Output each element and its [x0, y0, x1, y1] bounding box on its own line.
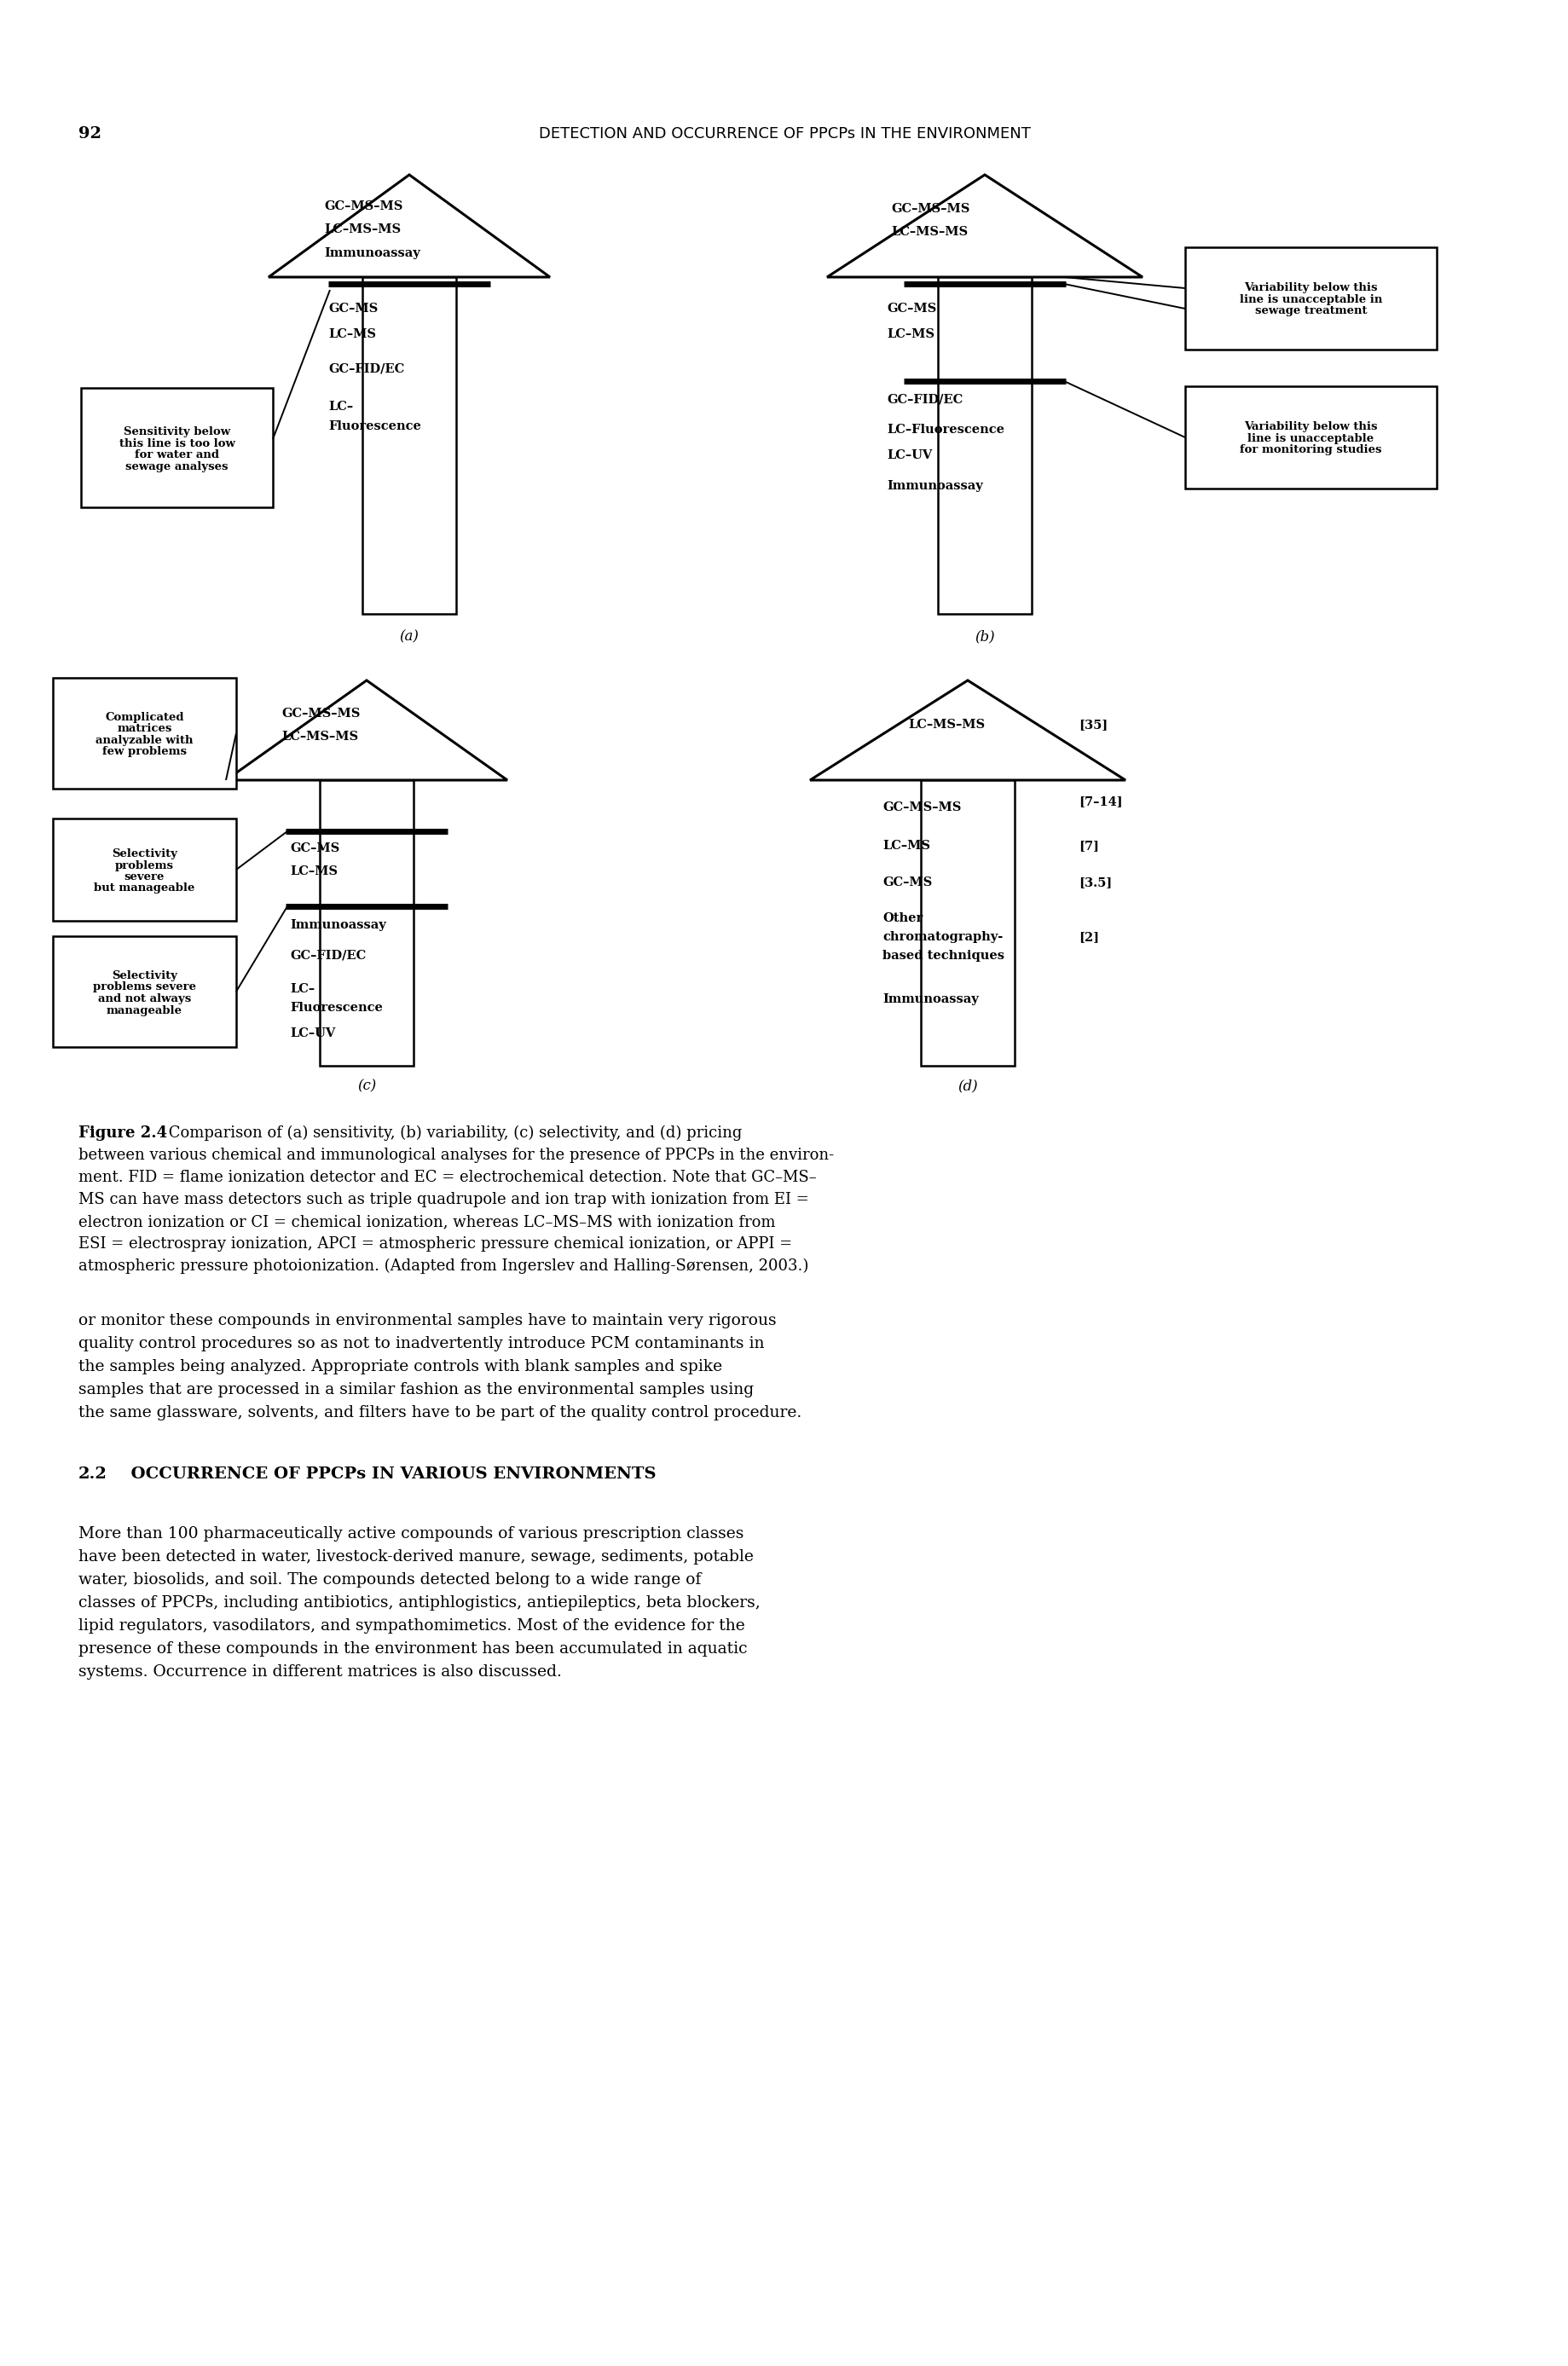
Bar: [920, 781, 1014, 1065]
Text: quality control procedures so as not to inadvertently introduce PCM contaminants: quality control procedures so as not to …: [78, 1337, 764, 1351]
Text: DETECTION AND OCCURRENCE OF PPCPs IN THE ENVIRONMENT: DETECTION AND OCCURRENCE OF PPCPs IN THE…: [538, 125, 1030, 142]
Bar: [320, 781, 414, 1065]
Text: have been detected in water, livestock-derived manure, sewage, sediments, potabl: have been detected in water, livestock-d…: [78, 1550, 754, 1564]
Text: GC–MS–MS: GC–MS–MS: [325, 201, 403, 213]
Text: sewage treatment: sewage treatment: [1254, 305, 1367, 317]
Text: MS can have mass detectors such as triple quadrupole and ion trap with ionizatio: MS can have mass detectors such as tripl…: [78, 1192, 809, 1207]
Text: [2]: [2]: [1079, 932, 1099, 944]
Text: GC–MS–MS: GC–MS–MS: [891, 203, 969, 215]
Text: severe: severe: [124, 871, 165, 883]
Text: manageable: manageable: [107, 1006, 182, 1015]
Text: [7]: [7]: [1079, 840, 1099, 852]
Text: LC–MS–MS: LC–MS–MS: [281, 731, 358, 743]
Text: Variability below this: Variability below this: [1245, 421, 1378, 433]
Text: (d): (d): [958, 1079, 978, 1093]
Text: [7–14]: [7–14]: [1079, 795, 1123, 807]
Text: 92: 92: [78, 125, 102, 142]
Text: (b): (b): [975, 629, 994, 644]
Text: or monitor these compounds in environmental samples have to maintain very rigoro: or monitor these compounds in environmen…: [78, 1313, 776, 1327]
Text: problems: problems: [114, 859, 174, 871]
Text: GC–MS: GC–MS: [887, 303, 936, 315]
Text: Fluorescence: Fluorescence: [290, 1001, 383, 1013]
Bar: [53, 819, 237, 920]
Text: Sensitivity below: Sensitivity below: [124, 426, 230, 438]
Text: LC–UV: LC–UV: [290, 1027, 336, 1039]
Bar: [1185, 248, 1436, 350]
Text: LC–: LC–: [328, 400, 353, 412]
Text: Immunoassay: Immunoassay: [325, 248, 420, 260]
Bar: [362, 277, 456, 613]
Text: Selectivity: Selectivity: [111, 849, 177, 859]
Text: Immunoassay: Immunoassay: [887, 480, 983, 492]
Text: for water and: for water and: [135, 450, 220, 461]
Text: LC–Fluorescence: LC–Fluorescence: [887, 424, 1005, 435]
Text: this line is too low: this line is too low: [119, 438, 235, 450]
Text: analyzable with: analyzable with: [96, 736, 193, 745]
Text: (a): (a): [400, 629, 419, 644]
Bar: [1185, 386, 1436, 487]
Text: ESI = electrospray ionization, APCI = atmospheric pressure chemical ionization, : ESI = electrospray ionization, APCI = at…: [78, 1237, 792, 1252]
Text: Comparison of (a) sensitivity, (b) variability, (c) selectivity, and (d) pricing: Comparison of (a) sensitivity, (b) varia…: [163, 1126, 742, 1140]
Text: GC–MS: GC–MS: [883, 875, 931, 887]
Text: classes of PPCPs, including antibiotics, antiphlogistics, antiepileptics, beta b: classes of PPCPs, including antibiotics,…: [78, 1595, 760, 1611]
Text: based techniques: based techniques: [883, 949, 1005, 961]
Text: LC–MS–MS: LC–MS–MS: [325, 222, 401, 234]
Text: matrices: matrices: [118, 724, 172, 733]
Text: LC–MS: LC–MS: [328, 329, 376, 341]
Text: Immunoassay: Immunoassay: [290, 918, 386, 932]
Text: More than 100 pharmaceutically active compounds of various prescription classes: More than 100 pharmaceutically active co…: [78, 1526, 743, 1543]
Text: GC–FID/EC: GC–FID/EC: [887, 393, 963, 407]
Text: Complicated: Complicated: [105, 712, 183, 724]
Text: Variability below this: Variability below this: [1245, 282, 1378, 293]
Text: sewage analyses: sewage analyses: [125, 461, 229, 471]
Text: presence of these compounds in the environment has been accumulated in aquatic: presence of these compounds in the envir…: [78, 1642, 748, 1656]
Text: chromatography-: chromatography-: [883, 932, 1004, 944]
Text: atmospheric pressure photoionization. (Adapted from Ingerslev and Halling-Sørens: atmospheric pressure photoionization. (A…: [78, 1259, 809, 1273]
Text: OCCURRENCE OF PPCPs IN VARIOUS ENVIRONMENTS: OCCURRENCE OF PPCPs IN VARIOUS ENVIRONME…: [119, 1467, 655, 1481]
Text: Immunoassay: Immunoassay: [883, 994, 978, 1006]
Text: GC–MS–MS: GC–MS–MS: [281, 707, 361, 719]
Text: Fluorescence: Fluorescence: [328, 421, 422, 433]
Text: GC–FID/EC: GC–FID/EC: [328, 362, 405, 374]
Text: LC–MS: LC–MS: [290, 866, 337, 878]
Text: LC–MS–MS: LC–MS–MS: [891, 225, 967, 239]
Text: ment. FID = flame ionization detector and EC = electrochemical detection. Note t: ment. FID = flame ionization detector an…: [78, 1169, 817, 1185]
Text: Figure 2.4: Figure 2.4: [78, 1126, 168, 1140]
Text: LC–MS–MS: LC–MS–MS: [908, 719, 985, 731]
Text: GC–FID/EC: GC–FID/EC: [290, 949, 365, 961]
Text: LC–MS: LC–MS: [887, 329, 935, 341]
Text: Other: Other: [883, 913, 922, 925]
Bar: [82, 388, 273, 506]
Text: [35]: [35]: [1079, 719, 1107, 731]
Bar: [938, 277, 1032, 613]
Text: line is unacceptable in: line is unacceptable in: [1240, 293, 1383, 305]
Text: [3.5]: [3.5]: [1079, 875, 1112, 887]
Text: 2.2: 2.2: [78, 1467, 107, 1481]
Text: GC–MS: GC–MS: [328, 303, 378, 315]
Bar: [53, 937, 237, 1048]
Text: line is unacceptable: line is unacceptable: [1248, 433, 1374, 445]
Text: lipid regulators, vasodilators, and sympathomimetics. Most of the evidence for t: lipid regulators, vasodilators, and symp…: [78, 1618, 745, 1633]
Text: problems severe: problems severe: [93, 982, 196, 994]
Text: LC–MS: LC–MS: [883, 840, 930, 852]
Text: LC–: LC–: [290, 982, 315, 996]
Text: (c): (c): [358, 1079, 376, 1093]
Text: LC–UV: LC–UV: [887, 450, 931, 461]
Text: the same glassware, solvents, and filters have to be part of the quality control: the same glassware, solvents, and filter…: [78, 1405, 801, 1420]
Text: GC–MS–MS: GC–MS–MS: [883, 802, 961, 814]
Text: but manageable: but manageable: [94, 883, 194, 894]
Text: systems. Occurrence in different matrices is also discussed.: systems. Occurrence in different matrice…: [78, 1663, 561, 1680]
Text: between various chemical and immunological analyses for the presence of PPCPs in: between various chemical and immunologic…: [78, 1148, 834, 1164]
Text: water, biosolids, and soil. The compounds detected belong to a wide range of: water, biosolids, and soil. The compound…: [78, 1573, 701, 1588]
Text: electron ionization or CI = chemical ionization, whereas LC–MS–MS with ionizatio: electron ionization or CI = chemical ion…: [78, 1214, 776, 1230]
Text: GC–MS: GC–MS: [290, 842, 340, 854]
Text: and not always: and not always: [97, 994, 191, 1006]
Bar: [53, 677, 237, 788]
Text: samples that are processed in a similar fashion as the environmental samples usi: samples that are processed in a similar …: [78, 1382, 754, 1398]
Text: Selectivity: Selectivity: [111, 970, 177, 982]
Text: few problems: few problems: [102, 745, 187, 757]
Text: for monitoring studies: for monitoring studies: [1240, 445, 1381, 457]
Text: the samples being analyzed. Appropriate controls with blank samples and spike: the samples being analyzed. Appropriate …: [78, 1358, 723, 1375]
